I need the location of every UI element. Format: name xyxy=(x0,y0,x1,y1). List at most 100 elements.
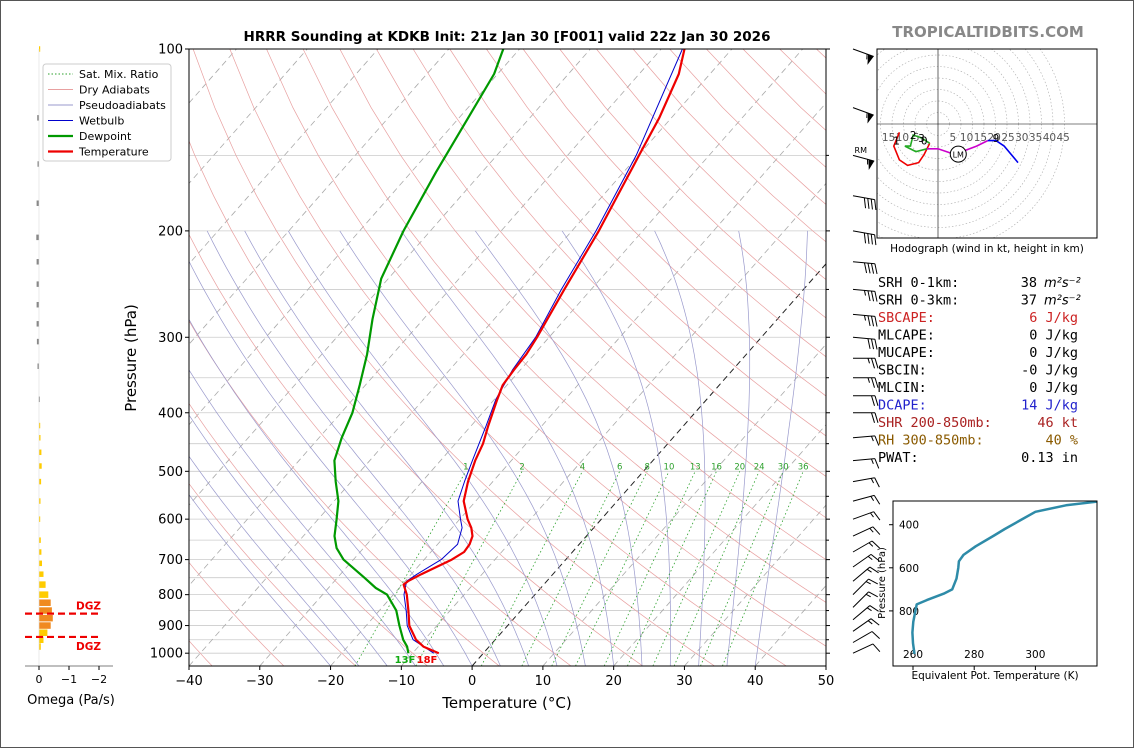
wind-barb xyxy=(852,230,877,246)
theta-e-xlabel: Equivalent Pot. Temperature (K) xyxy=(911,670,1078,682)
wind-barb xyxy=(852,477,880,488)
wind-barbs xyxy=(852,48,881,654)
omega-bar xyxy=(39,516,41,522)
mixing-ratio-line xyxy=(700,471,784,666)
dgz-label: DGZ xyxy=(76,641,101,653)
omega-bar xyxy=(39,614,53,622)
y-tick-label: 400 xyxy=(158,406,183,421)
wind-barb xyxy=(852,154,875,170)
mixing-ratio-line xyxy=(722,471,804,666)
x-tick-label: 0 xyxy=(468,674,476,689)
omega-bar xyxy=(39,435,41,441)
pseudoadiabat xyxy=(561,230,671,666)
legend-label: Wetbulb xyxy=(79,115,124,128)
omega-bar xyxy=(36,259,39,265)
barb-flag xyxy=(874,458,880,469)
barb-staff xyxy=(852,435,875,439)
mixing-ratio-label: 16 xyxy=(711,462,722,472)
barb-flag xyxy=(874,263,878,275)
parameter-value: 0.13 in xyxy=(1021,450,1078,466)
pseudoadiabat xyxy=(189,369,416,666)
barb-staff xyxy=(852,230,875,236)
pseudoadiabat xyxy=(189,260,473,666)
y-tick-label: 100 xyxy=(158,43,183,58)
isotherm xyxy=(189,49,379,265)
barb-staff xyxy=(852,336,875,340)
theta-x-tick-label: 280 xyxy=(964,649,984,661)
omega-bar xyxy=(36,301,39,308)
pseudoadiabat xyxy=(401,230,615,666)
legend: Sat. Mix. Ratio Dry Adiabats Pseudoadiabat… xyxy=(42,63,172,162)
x-tick-label: 40 xyxy=(747,674,764,689)
parameter-unit: m²s⁻² xyxy=(1044,294,1081,309)
hodograph-ring-label: 40 xyxy=(1043,132,1056,144)
hodograph-ring-label: 25 xyxy=(1001,132,1014,144)
omega-bar xyxy=(39,643,41,650)
barb-half xyxy=(866,54,868,60)
x-tick-label: −10 xyxy=(388,674,415,689)
y-tick-label: 700 xyxy=(158,553,183,568)
barb-flag xyxy=(867,233,870,244)
barb-flag xyxy=(871,631,880,640)
barb-flag xyxy=(870,553,880,562)
barb-half xyxy=(866,112,868,118)
parameter-label: SRH 0-1km: xyxy=(878,275,959,291)
omega-bar xyxy=(36,321,39,327)
barb-staff xyxy=(852,591,869,608)
omega-bar xyxy=(37,161,39,167)
hodograph-height-label: 0 xyxy=(921,136,928,148)
legend-box xyxy=(42,63,172,162)
mixing-ratio-line xyxy=(415,471,523,666)
legend-label: Pseudoadiabats xyxy=(79,99,166,112)
barb-half xyxy=(863,290,867,296)
y-tick-label: 800 xyxy=(158,588,183,603)
theta-x-tick-label: 300 xyxy=(1025,649,1045,661)
barb-flag xyxy=(869,566,879,574)
skewt-profiles xyxy=(333,49,686,655)
wind-barb xyxy=(853,395,879,406)
barb-staff xyxy=(852,605,871,621)
isotherm xyxy=(259,49,804,666)
pseudoadiabat xyxy=(654,230,706,666)
mixing-ratio-line xyxy=(551,471,648,666)
barb-flag xyxy=(867,290,871,302)
wind-barb xyxy=(852,631,880,643)
hodograph-ring-label: 15 xyxy=(882,132,895,144)
skewt-frame xyxy=(188,48,827,667)
omega-bar xyxy=(36,234,39,241)
omega-bar xyxy=(36,338,39,345)
y-tick-label: 900 xyxy=(158,619,183,634)
barb-half xyxy=(867,555,873,561)
wind-barb xyxy=(852,195,877,211)
omega-bar xyxy=(39,560,42,567)
dry-adiabat xyxy=(559,49,826,319)
barb-staff xyxy=(852,631,873,643)
dry-adiabat xyxy=(189,233,572,666)
dry-adiabat xyxy=(412,49,826,477)
wind-barb xyxy=(852,526,881,537)
parameter-label: SBCIN: xyxy=(878,363,927,379)
parameter-value: 40 % xyxy=(1045,433,1078,449)
omega-bar xyxy=(39,422,41,429)
parameter-value: 0 J/kg xyxy=(1029,345,1078,361)
x-tick-label: −20 xyxy=(317,674,344,689)
barb-flag xyxy=(863,232,867,244)
mixing-ratio-line xyxy=(652,471,741,666)
mixing-ratio-line xyxy=(575,471,670,666)
parameter-value: 37 xyxy=(1021,293,1037,309)
barb-flag xyxy=(874,291,878,302)
dry-adiabat xyxy=(302,49,826,603)
dry-adiabat xyxy=(189,483,356,666)
hodograph-height-label: 2 xyxy=(910,130,917,142)
barb-flag xyxy=(872,643,881,653)
hodograph-ring-label: 45 xyxy=(1057,132,1070,144)
wind-barb xyxy=(852,540,880,553)
barb-half xyxy=(866,159,869,165)
dry-adiabat xyxy=(192,49,715,666)
barb-flag xyxy=(874,316,878,327)
parameter-value: 6 J/kg xyxy=(1029,310,1078,326)
hodograph-ring-label: 5 xyxy=(949,132,956,144)
